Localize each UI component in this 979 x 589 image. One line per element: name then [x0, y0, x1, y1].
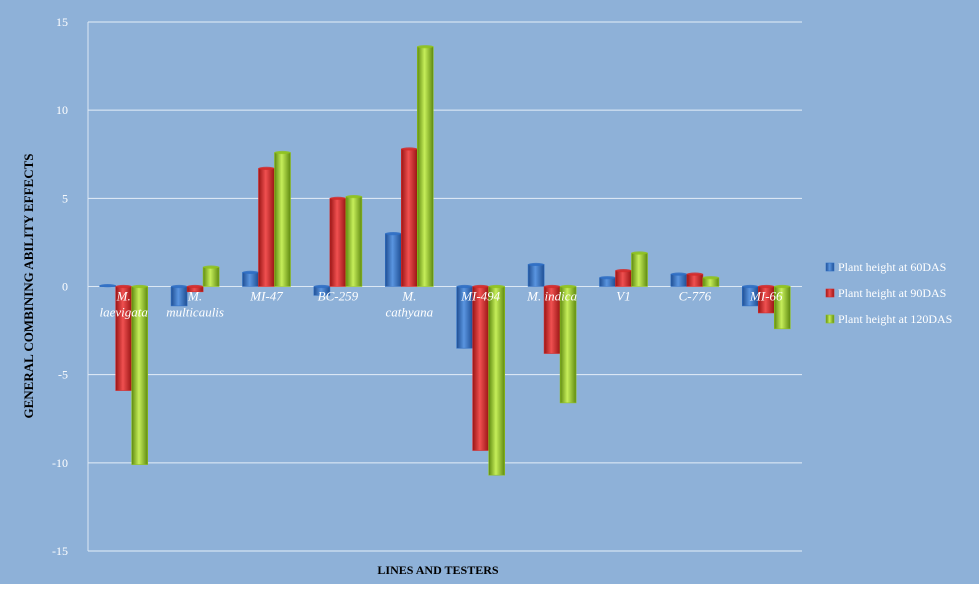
bar-60das [384, 233, 402, 287]
bar-cap [544, 284, 561, 289]
x-category-label: laevigata [100, 305, 149, 320]
bar-120das [202, 266, 220, 287]
bar-cap [774, 284, 791, 289]
bar-cap [313, 284, 330, 289]
x-category-label: C-776 [679, 289, 712, 304]
bar-cap [99, 284, 116, 288]
x-category-label: V1 [616, 289, 630, 304]
x-category-label: cathyana [385, 305, 433, 320]
bar-120das [488, 286, 506, 476]
bar-90das [400, 148, 418, 287]
bar-cap [599, 276, 616, 280]
bar-cap [329, 196, 346, 200]
x-category-label: BC-259 [318, 289, 359, 304]
bar-cap [115, 284, 132, 289]
legend-swatch [825, 314, 835, 324]
bar-cap [670, 272, 687, 276]
bar-cap [528, 262, 545, 267]
y-tick-label: 15 [56, 15, 68, 29]
bar-cap [187, 284, 204, 289]
x-category-label: M. [187, 289, 202, 304]
bar-cap [242, 270, 259, 274]
bar-cap [686, 272, 703, 276]
x-category-label: MI-494 [460, 289, 500, 304]
bar-cap [456, 284, 473, 289]
bar-cap [345, 194, 362, 199]
bar-60das [670, 273, 688, 287]
bar-cap [488, 284, 505, 289]
y-axis-title: GENERAL COMBINING ABILITY EFFECTS [21, 154, 36, 419]
bar-cap [258, 166, 275, 170]
legend-label: Plant height at 60DAS [838, 260, 946, 274]
legend: Plant height at 60DAS Plant height at 90D… [825, 260, 952, 326]
x-category-label: M. indica [526, 289, 577, 304]
y-tick-label: 5 [62, 191, 68, 205]
bar-90das [258, 168, 275, 287]
bar-90das [686, 273, 704, 287]
bar-120das [559, 286, 577, 404]
bar-60das [527, 264, 545, 287]
x-category-label: multicaulis [166, 305, 224, 320]
bar-cap [203, 265, 220, 269]
bar-cap [758, 284, 775, 289]
bar-cap [742, 284, 759, 289]
x-category-label: M. [116, 289, 131, 304]
x-axis-title: LINES AND TESTERS [377, 563, 498, 577]
x-category-label: M. [401, 289, 416, 304]
bar-cap [472, 284, 489, 289]
bar-120das [345, 196, 363, 287]
legend-label: Plant height at 120DAS [838, 312, 952, 326]
y-tick-label: 10 [56, 103, 68, 117]
x-category-label: MI-66 [749, 289, 783, 304]
legend-swatch [825, 288, 835, 298]
legend-label: Plant height at 90DAS [838, 286, 946, 300]
bar-60das [170, 286, 188, 307]
y-tick-label: -15 [52, 544, 68, 558]
bar-90das [472, 286, 490, 451]
x-category-label: MI-47 [249, 289, 283, 304]
bar-90das [329, 198, 347, 287]
bar-120das [274, 152, 291, 287]
bar-cap [131, 284, 148, 289]
bar-cap [631, 251, 648, 255]
bar-120das [416, 46, 434, 287]
bar-cap [274, 150, 291, 155]
bar-cap [417, 45, 434, 49]
y-tick-label: 0 [62, 280, 68, 294]
y-tick-label: -10 [52, 456, 68, 470]
bar-cap [385, 232, 402, 236]
bar-cap [560, 284, 577, 289]
legend-swatch [825, 262, 835, 272]
bar-cap [615, 269, 632, 273]
bar-cap [171, 284, 188, 289]
bar-cap [702, 276, 719, 280]
bar-120das [631, 252, 648, 287]
y-tick-label: -5 [58, 368, 68, 382]
bar-cap [401, 147, 418, 151]
bar-60das [242, 272, 259, 287]
bar-90das [615, 270, 632, 287]
